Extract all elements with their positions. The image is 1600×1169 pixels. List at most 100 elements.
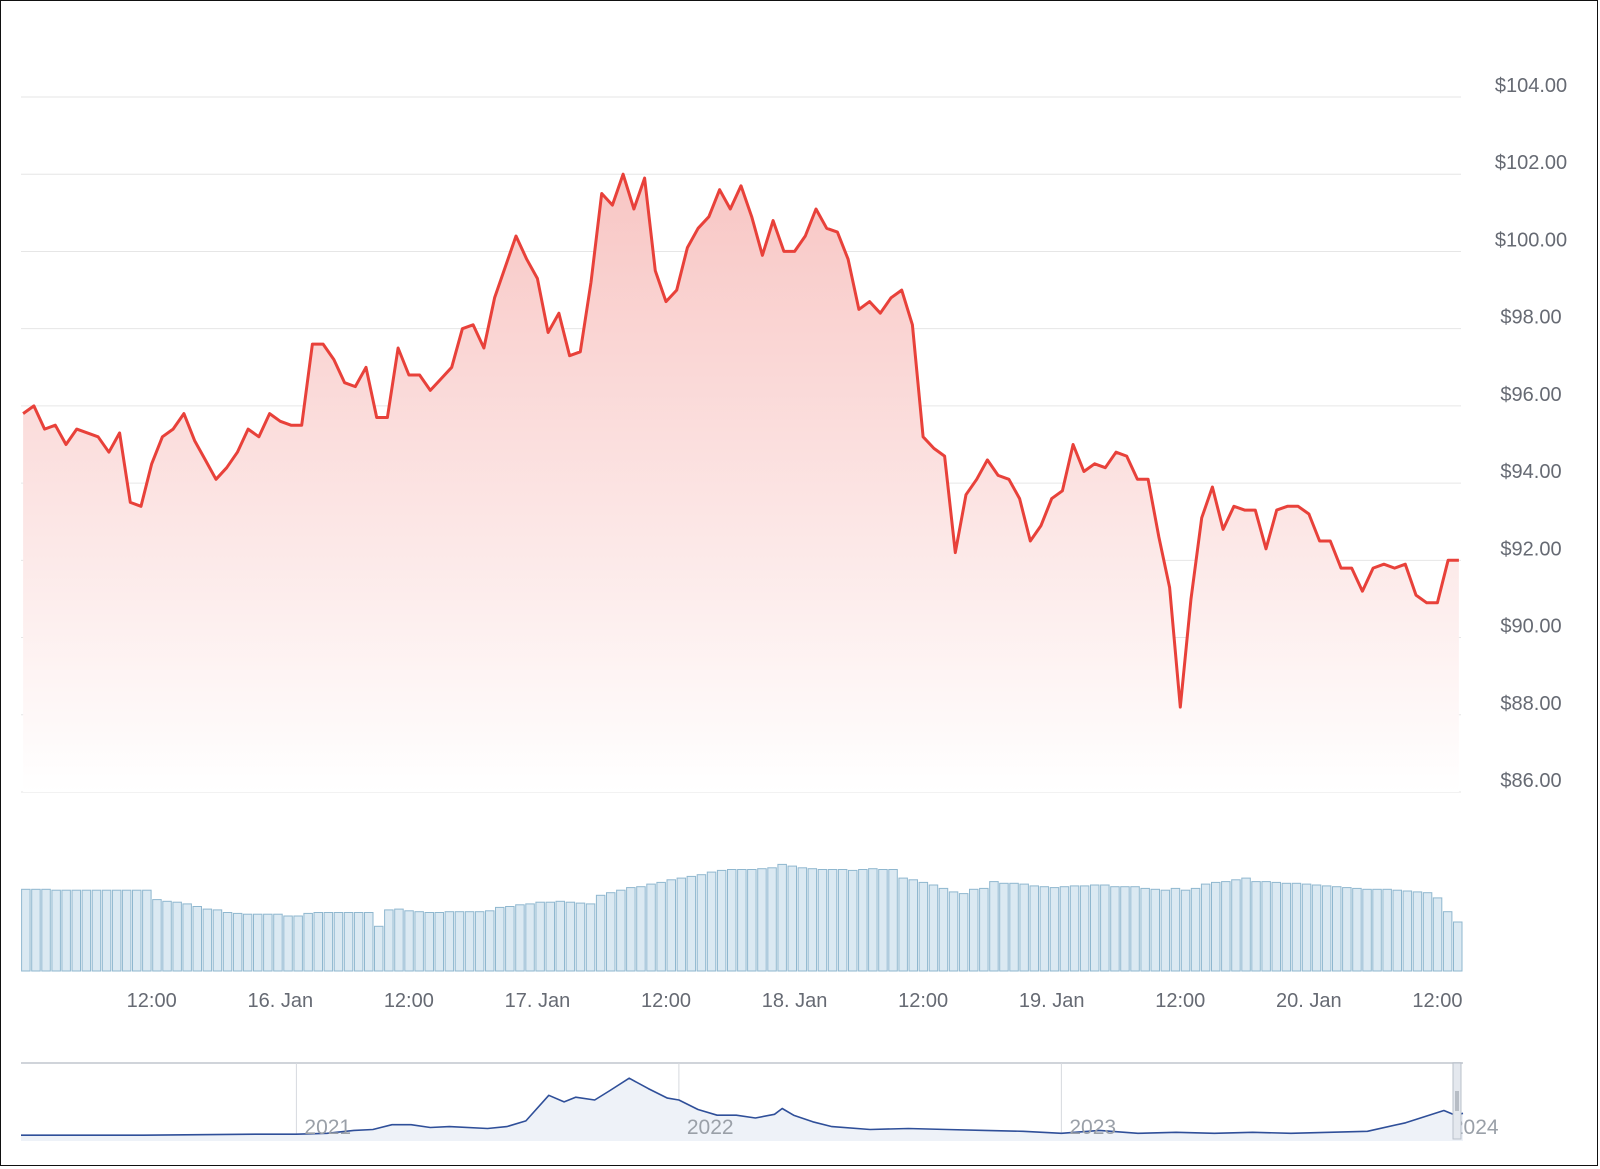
x-axis-ticks: 12:00 16. Jan 12:00 17. Jan 12:00 18. Jan 12:0… (127, 990, 1463, 1012)
volume-bar (1059, 886, 1070, 972)
volume-bar (132, 889, 142, 972)
volume-bar (51, 889, 61, 972)
volume-bar (1180, 889, 1191, 972)
volume-bar (777, 863, 787, 972)
navigator-year-label: 2021 (304, 1116, 351, 1139)
volume-bar (182, 903, 192, 972)
volume-bar (41, 888, 51, 972)
volume-bar (152, 899, 162, 972)
volume-bar (1352, 887, 1362, 972)
volume-bar (606, 892, 616, 972)
volume-bar (666, 879, 676, 972)
volume-bar (71, 889, 81, 972)
x-tick-label: 16. Jan (247, 990, 313, 1012)
navigator-year-label: 2023 (1069, 1116, 1116, 1139)
y-tick-label: $88.00 (1500, 693, 1561, 715)
volume-bar (101, 889, 112, 972)
volume-bar (111, 889, 122, 972)
volume-bar (716, 869, 727, 972)
volume-bar (394, 908, 404, 972)
volume-bar (1321, 885, 1332, 972)
x-tick-label: 12:00 (1155, 990, 1205, 1012)
y-tick-label: $100.00 (1495, 229, 1567, 251)
volume-bar (1412, 891, 1423, 972)
volume-bar (868, 868, 878, 972)
y-tick-label: $104.00 (1495, 75, 1567, 97)
volume-bar (293, 915, 303, 972)
volume-bar (1271, 881, 1281, 972)
volume-bar (91, 889, 102, 972)
y-tick-label: $94.00 (1500, 461, 1561, 483)
volume-bar (1019, 883, 1029, 972)
volume-bar (303, 912, 313, 972)
volume-bar (1190, 887, 1201, 972)
volume-bar (979, 887, 989, 972)
volume-bar (404, 910, 414, 972)
volume-bar (1342, 887, 1352, 972)
navigator-year-label: 2024 (1452, 1116, 1499, 1139)
volume-bar (444, 911, 455, 972)
volume-bar (585, 903, 596, 972)
volume-bar (121, 889, 132, 972)
volume-bar (273, 913, 283, 972)
x-tick-label: 17. Jan (505, 990, 571, 1012)
volume-bars (21, 863, 1463, 972)
volume-bar (1392, 889, 1402, 972)
y-tick-label: $90.00 (1500, 616, 1561, 638)
volume-bar (1130, 886, 1140, 972)
volume-bar (999, 882, 1009, 972)
volume-bar (1221, 881, 1231, 972)
volume-bar (1049, 887, 1060, 972)
x-tick-label: 12:00 (898, 990, 948, 1012)
volume-bar (646, 883, 656, 972)
x-tick-label: 12:00 (384, 990, 434, 1012)
volume-bar (989, 881, 999, 972)
y-tick-label: $86.00 (1500, 770, 1561, 792)
range-handle[interactable] (1452, 1062, 1462, 1140)
volume-bar (1442, 911, 1453, 972)
volume-bar (323, 912, 334, 972)
volume-bar (1079, 885, 1090, 972)
volume-bar (706, 871, 717, 972)
volume-bar (253, 913, 263, 972)
volume-bar (1090, 884, 1100, 972)
x-tick-label: 19. Jan (1019, 990, 1085, 1012)
volume-bar (1150, 888, 1160, 972)
volume-bar (767, 867, 777, 972)
volume-bar (948, 891, 959, 972)
volume-bar (1200, 883, 1211, 972)
volume-bar (313, 912, 323, 972)
volume-bar (434, 912, 444, 972)
volume-bar (908, 879, 918, 972)
volume-bar (898, 877, 908, 972)
volume-bar (21, 888, 31, 972)
volume-bar (525, 903, 535, 972)
volume-bar (1261, 881, 1271, 972)
volume-bar (595, 894, 606, 972)
volume-bar (797, 867, 808, 972)
volume-bar (1281, 882, 1292, 972)
volume-bar (958, 893, 969, 972)
volume-bar (263, 913, 273, 972)
volume-bar (343, 912, 354, 972)
volume-bar (757, 868, 767, 972)
volume-bar (1453, 921, 1463, 972)
x-tick-label: 12:00 (127, 990, 177, 1012)
volume-bar (636, 886, 646, 972)
volume-bar (384, 909, 394, 972)
volume-bar (222, 912, 233, 972)
volume-bar (1422, 892, 1433, 972)
navigator-area-fill (21, 1078, 1463, 1141)
volume-bar (938, 887, 949, 972)
volume-bar (928, 884, 939, 972)
volume-bar (192, 906, 202, 972)
volume-bar (474, 911, 485, 972)
volume-bar (364, 912, 374, 972)
navigator[interactable]: 2021 2022 2023 2024 (21, 1062, 1499, 1141)
volume-bar (232, 912, 243, 972)
volume-bar (454, 911, 465, 972)
volume-bar (1211, 881, 1221, 972)
volume-bar (495, 906, 505, 972)
volume-bar (1241, 877, 1251, 972)
x-tick-label: 12:00 (641, 990, 691, 1012)
